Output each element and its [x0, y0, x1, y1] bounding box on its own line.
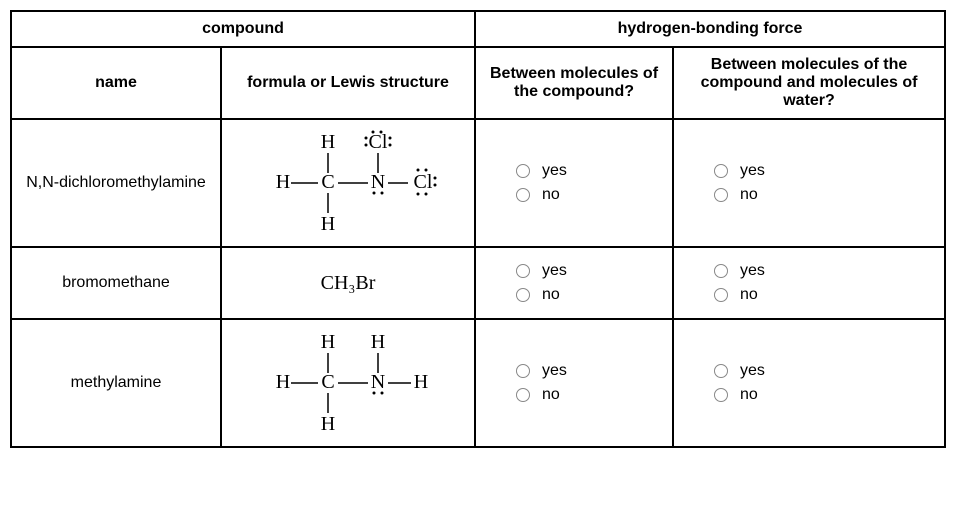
water-options: yes no	[673, 119, 945, 247]
radio-yes[interactable]: yes	[714, 262, 932, 280]
header-water: Between molecules of the compound and mo…	[673, 47, 945, 119]
option-label: yes	[542, 262, 567, 280]
option-label: no	[542, 386, 560, 404]
svg-text:H: H	[371, 331, 385, 353]
compound-name: methylamine	[11, 319, 221, 447]
option-label: yes	[740, 362, 765, 380]
option-label: no	[542, 286, 560, 304]
compound-table: compound hydrogen-bonding force name for…	[10, 10, 946, 448]
radio-no[interactable]: no	[516, 386, 660, 404]
radio-icon	[516, 264, 530, 278]
between-options: yes no	[475, 247, 673, 319]
option-label: yes	[542, 362, 567, 380]
compound-name: bromomethane	[11, 247, 221, 319]
table-row: N,N-dichloromethylamine H Cl	[11, 119, 945, 247]
svg-text:Cl: Cl	[414, 171, 433, 193]
table-body: N,N-dichloromethylamine H Cl	[11, 119, 945, 447]
svg-text:N: N	[371, 171, 385, 193]
radio-icon	[714, 164, 728, 178]
table-row: methylamine H H H C	[11, 319, 945, 447]
radio-icon	[714, 288, 728, 302]
svg-text:H: H	[321, 131, 335, 153]
radio-no[interactable]: no	[714, 186, 932, 204]
svg-text:N: N	[371, 371, 385, 393]
svg-text:H: H	[321, 331, 335, 353]
radio-icon	[714, 388, 728, 402]
lewis-methylamine-icon: H H H C N	[253, 328, 443, 438]
compound-name: N,N-dichloromethylamine	[11, 119, 221, 247]
option-label: no	[740, 286, 758, 304]
option-label: yes	[542, 162, 567, 180]
radio-yes[interactable]: yes	[714, 162, 932, 180]
between-options: yes no	[475, 119, 673, 247]
radio-icon	[516, 188, 530, 202]
option-label: no	[542, 186, 560, 204]
svg-text:H: H	[276, 171, 290, 193]
header-hbond: hydrogen-bonding force	[475, 11, 945, 47]
radio-yes[interactable]: yes	[516, 162, 660, 180]
radio-icon	[516, 164, 530, 178]
svg-text:Cl: Cl	[369, 131, 388, 153]
option-label: no	[740, 386, 758, 404]
radio-icon	[714, 364, 728, 378]
radio-icon	[516, 388, 530, 402]
header-between: Between molecules of the compound?	[475, 47, 673, 119]
svg-text:C: C	[321, 171, 334, 193]
radio-yes[interactable]: yes	[516, 362, 660, 380]
radio-no[interactable]: no	[516, 286, 660, 304]
svg-text:H: H	[321, 213, 335, 235]
option-label: yes	[740, 262, 765, 280]
svg-text:C: C	[321, 371, 334, 393]
table-row: bromomethane CH₃Br yes no yes no	[11, 247, 945, 319]
compound-formula: CH₃Br	[221, 247, 475, 319]
header-compound: compound	[11, 11, 475, 47]
radio-icon	[516, 288, 530, 302]
radio-no[interactable]: no	[714, 386, 932, 404]
radio-no[interactable]: no	[714, 286, 932, 304]
water-options: yes no	[673, 319, 945, 447]
option-label: yes	[740, 162, 765, 180]
svg-text:H: H	[276, 371, 290, 393]
svg-text:H: H	[321, 413, 335, 435]
header-formula: formula or Lewis structure	[221, 47, 475, 119]
radio-icon	[516, 364, 530, 378]
option-label: no	[740, 186, 758, 204]
radio-no[interactable]: no	[516, 186, 660, 204]
water-options: yes no	[673, 247, 945, 319]
radio-yes[interactable]: yes	[714, 362, 932, 380]
compound-formula: H H H C N	[221, 319, 475, 447]
between-options: yes no	[475, 319, 673, 447]
compound-formula: H Cl H C	[221, 119, 475, 247]
radio-icon	[714, 264, 728, 278]
svg-text:H: H	[414, 371, 428, 393]
radio-icon	[714, 188, 728, 202]
radio-yes[interactable]: yes	[516, 262, 660, 280]
header-name: name	[11, 47, 221, 119]
lewis-dichloro-icon: H Cl H C	[253, 128, 443, 238]
formula-text: CH₃Br	[321, 272, 376, 294]
